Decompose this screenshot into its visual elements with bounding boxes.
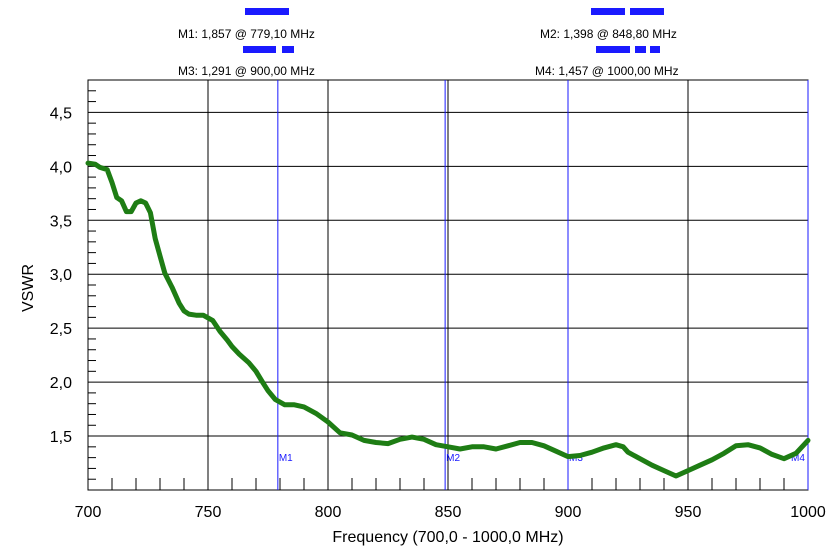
plot-grid <box>88 80 808 490</box>
marker-readout-m1: M1: 1,857 @ 779,10 MHz <box>178 27 315 41</box>
marker-lines: M1 M2 M3 M4 <box>277 80 809 490</box>
marker-tag-m2: M2 <box>446 453 460 464</box>
marker-readout-m2: M2: 1,398 @ 848,80 MHz <box>540 27 677 41</box>
marker-legend-bars <box>243 8 664 53</box>
y-tick-labels: 1,5 2,0 2,5 3,0 3,5 4,0 4,5 <box>50 105 72 446</box>
y-tick-label: 2,5 <box>50 321 72 338</box>
marker-legend-bar-m3b <box>282 46 294 53</box>
x-tick-label: 750 <box>195 504 222 521</box>
marker-readout-m4: M4: 1,457 @ 1000,00 MHz <box>535 64 679 78</box>
minor-ticks <box>88 90 785 490</box>
marker-legend-bar-m1 <box>245 8 289 15</box>
y-tick-label: 3,5 <box>50 213 72 230</box>
marker-legend-bar-m2a <box>591 8 625 15</box>
x-tick-label: 900 <box>555 504 582 521</box>
marker-legend-bar-m4a <box>596 46 630 53</box>
x-tick-label: 700 <box>75 504 102 521</box>
marker-legend-bar-m3a <box>243 46 276 53</box>
vswr-series-line <box>85 160 811 479</box>
marker-tag-m4: M4 <box>791 453 805 464</box>
marker-legend-bar-m4c <box>650 46 660 53</box>
y-tick-label: 2,0 <box>50 375 72 392</box>
marker-legend-bar-m4b <box>635 46 646 53</box>
x-tick-labels: 700 750 800 850 900 950 1000 <box>75 504 826 521</box>
x-tick-label: 1000 <box>790 504 826 521</box>
y-tick-label: 1,5 <box>50 429 72 446</box>
y-tick-label: 4,5 <box>50 105 72 122</box>
marker-legend-bar-m2b <box>630 8 664 15</box>
y-axis-title: VSWR <box>20 264 37 312</box>
marker-readout-m3: M3: 1,291 @ 900,00 MHz <box>178 64 315 78</box>
x-tick-label: 800 <box>315 504 342 521</box>
marker-tag-m1: M1 <box>279 453 293 464</box>
y-tick-label: 4,0 <box>50 159 72 176</box>
x-axis-title: Frequency (700,0 - 1000,0 MHz) <box>332 529 563 546</box>
y-tick-label: 3,0 <box>50 267 72 284</box>
x-tick-label: 850 <box>435 504 462 521</box>
x-tick-label: 950 <box>675 504 702 521</box>
marker-tag-m3: M3 <box>569 453 583 464</box>
